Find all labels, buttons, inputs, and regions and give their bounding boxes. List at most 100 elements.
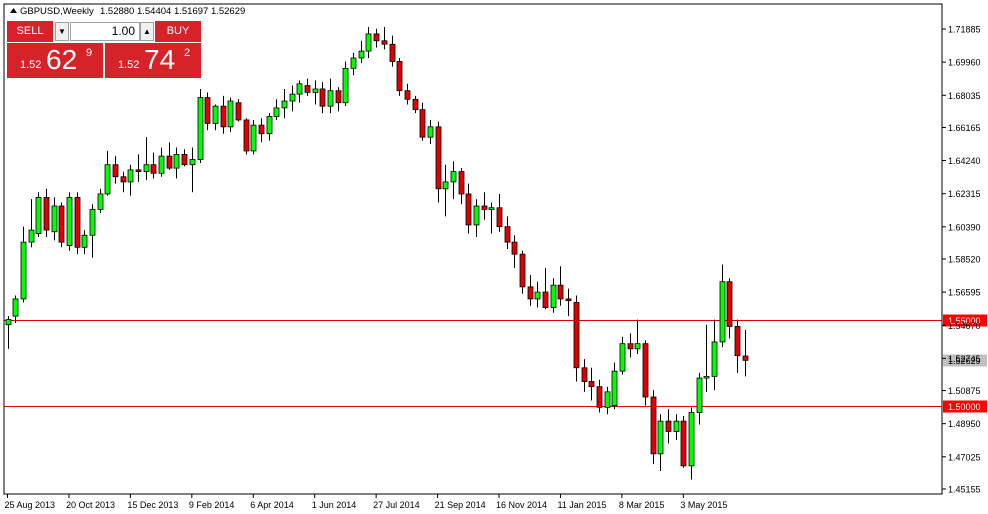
dropdown-triangle-icon[interactable]	[10, 8, 17, 13]
candle[interactable]	[604, 386, 611, 415]
candle[interactable]	[189, 147, 196, 193]
candle[interactable]	[596, 379, 603, 413]
candle[interactable]	[150, 152, 157, 179]
candle[interactable]	[442, 164, 449, 217]
candle[interactable]	[235, 99, 242, 122]
candle[interactable]	[565, 288, 572, 317]
candle[interactable]	[673, 414, 680, 441]
candle[interactable]	[43, 188, 50, 237]
candle[interactable]	[12, 295, 19, 324]
candle[interactable]	[396, 57, 403, 96]
candle[interactable]	[657, 414, 664, 472]
lot-increase-button[interactable]: ▲	[140, 22, 154, 41]
candle[interactable]	[703, 324, 710, 392]
candle[interactable]	[258, 118, 265, 143]
candle[interactable]	[511, 235, 518, 268]
candle[interactable]	[89, 204, 96, 258]
candle[interactable]	[266, 113, 273, 141]
candle[interactable]	[619, 336, 626, 375]
candle[interactable]	[143, 137, 150, 181]
candle[interactable]	[281, 88, 288, 119]
candle[interactable]	[642, 340, 649, 406]
candle[interactable]	[135, 154, 142, 182]
buy-button[interactable]: BUY	[155, 21, 201, 42]
candle[interactable]	[204, 92, 211, 131]
candle[interactable]	[627, 333, 634, 358]
candle[interactable]	[458, 168, 465, 205]
candle[interactable]	[519, 250, 526, 294]
candle[interactable]	[319, 82, 326, 114]
candle[interactable]	[112, 156, 119, 184]
candle[interactable]	[465, 183, 472, 234]
candle[interactable]	[588, 367, 595, 401]
candle[interactable]	[550, 278, 557, 313]
candle[interactable]	[527, 274, 534, 306]
candle[interactable]	[496, 193, 503, 232]
candle[interactable]	[611, 362, 618, 410]
candle[interactable]	[296, 80, 303, 103]
candle[interactable]	[680, 415, 687, 468]
candle[interactable]	[473, 199, 480, 237]
buy-price-box[interactable]: 1.52 74 2	[105, 43, 201, 78]
candle[interactable]	[35, 192, 42, 237]
candle[interactable]	[304, 78, 311, 96]
candle[interactable]	[742, 329, 749, 377]
candle[interactable]	[711, 319, 718, 391]
candle[interactable]	[481, 192, 488, 220]
candle[interactable]	[220, 95, 227, 134]
candle[interactable]	[542, 267, 549, 310]
candle[interactable]	[342, 61, 349, 107]
candle[interactable]	[312, 80, 319, 105]
candle[interactable]	[74, 192, 81, 255]
candle[interactable]	[227, 97, 234, 132]
candle[interactable]	[250, 119, 257, 155]
candle[interactable]	[327, 78, 334, 114]
candle[interactable]	[181, 149, 188, 167]
candle[interactable]	[350, 52, 357, 76]
candle[interactable]	[435, 121, 442, 203]
candle[interactable]	[127, 164, 134, 196]
candle[interactable]	[273, 99, 280, 120]
candle[interactable]	[650, 390, 657, 465]
candle[interactable]	[58, 202, 65, 248]
candle[interactable]	[734, 319, 741, 373]
candle[interactable]	[696, 372, 703, 425]
candle[interactable]	[212, 104, 219, 131]
candle[interactable]	[534, 281, 541, 308]
candle[interactable]	[726, 278, 733, 339]
candle[interactable]	[173, 147, 180, 179]
candle[interactable]	[719, 264, 726, 348]
candle[interactable]	[243, 118, 250, 155]
candle[interactable]	[634, 319, 641, 354]
candle[interactable]	[81, 230, 88, 255]
candle[interactable]	[66, 192, 73, 251]
sell-button[interactable]: SELL	[7, 21, 53, 42]
candle[interactable]	[365, 27, 372, 58]
lot-decrease-button[interactable]: ▼	[55, 22, 69, 41]
candle[interactable]	[5, 316, 12, 349]
candle[interactable]	[450, 161, 457, 200]
candle[interactable]	[427, 119, 434, 145]
candle[interactable]	[404, 83, 411, 105]
candle[interactable]	[573, 295, 580, 382]
candle[interactable]	[419, 102, 426, 141]
candle[interactable]	[488, 202, 495, 234]
lot-size-input[interactable]: 1.00	[70, 22, 140, 41]
candle[interactable]	[289, 85, 296, 112]
candle[interactable]	[120, 171, 127, 193]
candle[interactable]	[104, 150, 111, 196]
sell-price-box[interactable]: 1.52 62 9	[7, 43, 103, 78]
candle[interactable]	[28, 199, 35, 248]
candle[interactable]	[412, 95, 419, 114]
candle[interactable]	[335, 87, 342, 112]
candle[interactable]	[504, 216, 511, 250]
candle[interactable]	[197, 88, 204, 163]
candle[interactable]	[166, 142, 173, 170]
candle[interactable]	[158, 147, 165, 177]
candle[interactable]	[665, 409, 672, 444]
candle[interactable]	[51, 197, 58, 241]
candle[interactable]	[688, 407, 695, 480]
candle[interactable]	[389, 35, 396, 67]
candle[interactable]	[557, 266, 564, 306]
